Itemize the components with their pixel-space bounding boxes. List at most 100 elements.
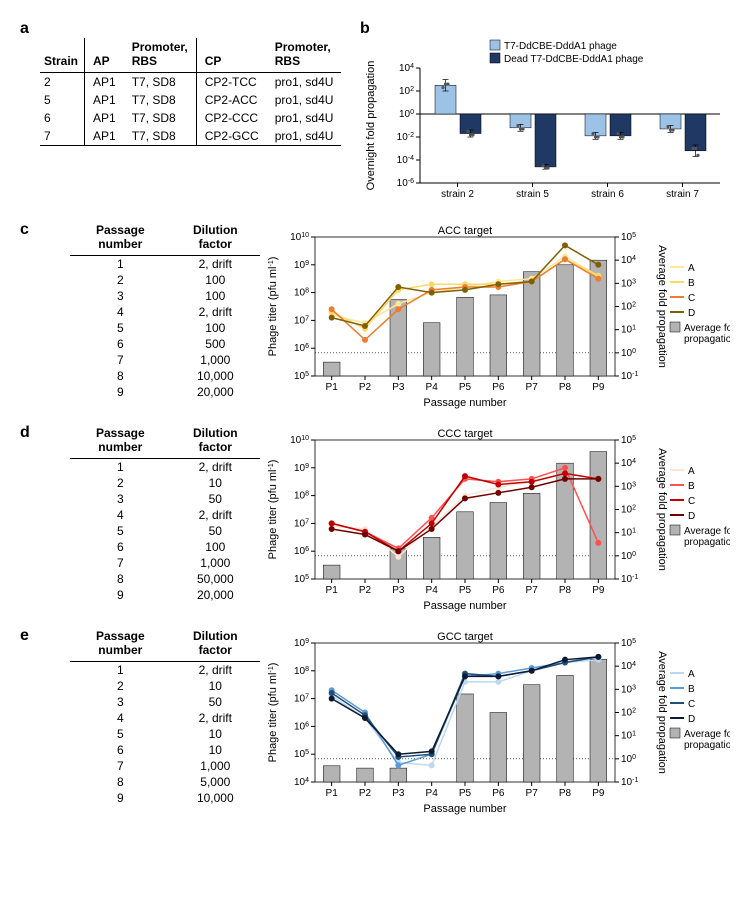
svg-text:A: A [688,466,695,477]
svg-text:100: 100 [621,753,636,765]
svg-text:102: 102 [621,707,636,719]
col-passage: Passage number [70,221,171,256]
svg-text:P5: P5 [459,382,472,393]
svg-text:1010: 1010 [290,232,309,244]
svg-text:108: 108 [294,287,309,299]
svg-text:100: 100 [621,347,636,359]
svg-text:P7: P7 [526,585,539,596]
svg-text:P1: P1 [326,382,339,393]
svg-text:103: 103 [621,481,636,493]
svg-text:107: 107 [294,518,309,530]
svg-text:A: A [688,263,695,274]
svg-text:104: 104 [621,458,636,470]
svg-text:P6: P6 [492,585,505,596]
svg-text:P8: P8 [559,585,572,596]
svg-text:107: 107 [294,315,309,327]
panel-a-label: a [20,20,360,38]
svg-text:C: C [688,496,695,507]
svg-text:D: D [688,511,695,522]
line-chart-c: ACC target105106107108109101010-11001011… [260,221,730,411]
svg-text:101: 101 [621,324,636,336]
svg-text:109: 109 [294,638,309,650]
svg-text:Overnight fold propagation: Overnight fold propagation [365,61,377,191]
svg-text:C: C [688,293,695,304]
svg-text:P4: P4 [426,585,439,596]
svg-text:105: 105 [621,232,636,244]
svg-text:103: 103 [621,684,636,696]
svg-text:propagation: propagation [684,334,730,345]
svg-text:104: 104 [621,661,636,673]
line-chart-e: GCC target10410510610710810910-110010110… [260,627,730,817]
panel-d-label: d [20,424,60,442]
svg-text:10-1: 10-1 [621,574,638,586]
svg-text:109: 109 [294,462,309,474]
svg-text:104: 104 [399,63,414,75]
svg-text:106: 106 [294,546,309,558]
svg-text:109: 109 [294,259,309,271]
svg-text:D: D [688,308,695,319]
svg-text:Phage titer (pfu ml-1): Phage titer (pfu ml-1) [267,460,279,560]
svg-text:P1: P1 [326,788,339,799]
svg-text:B: B [688,481,695,492]
svg-text:B: B [688,278,695,289]
svg-text:P3: P3 [392,382,405,393]
dilution-table-e: Passage numberDilution factor 12, drift2… [70,627,260,806]
dilution-table-c: Passage numberDilution factor 12, drift2… [70,221,260,400]
svg-text:Passage number: Passage number [423,600,506,612]
panel-c-label: c [20,221,60,239]
svg-text:P6: P6 [492,382,505,393]
bar-chart-b: T7-DdCBE-DddA1 phageDead T7-DdCBE-DddA1 … [360,38,730,208]
svg-text:propagation: propagation [684,537,730,548]
svg-text:108: 108 [294,665,309,677]
panel-e-label: e [20,627,60,645]
svg-text:102: 102 [399,86,414,98]
svg-text:105: 105 [621,435,636,447]
svg-text:101: 101 [621,527,636,539]
svg-text:C: C [688,699,695,710]
svg-text:B: B [688,684,695,695]
svg-text:104: 104 [621,255,636,266]
col-dilution: Dilution factor [171,627,260,662]
svg-text:strain 5: strain 5 [516,189,549,200]
svg-text:D: D [688,714,695,725]
svg-text:105: 105 [621,638,636,650]
strain-table: StrainAPPromoter,RBSCPPromoter,RBS 2AP1T… [40,38,341,146]
svg-text:106: 106 [294,721,309,733]
svg-text:P9: P9 [592,788,605,799]
panel-b-label: b [360,20,731,38]
svg-text:Phage titer (pfu ml-1): Phage titer (pfu ml-1) [267,663,279,763]
svg-text:P8: P8 [559,382,572,393]
svg-text:102: 102 [621,301,636,313]
svg-text:10-6: 10-6 [397,178,414,190]
svg-text:P9: P9 [592,585,605,596]
svg-text:Average fold: Average fold [684,729,730,740]
col-dilution: Dilution factor [171,424,260,459]
svg-text:10-2: 10-2 [397,132,414,144]
col-passage: Passage number [70,627,171,662]
svg-text:10-1: 10-1 [621,777,638,789]
svg-text:P6: P6 [492,788,505,799]
svg-text:105: 105 [294,749,309,761]
svg-text:strain 6: strain 6 [591,189,624,200]
svg-text:strain 2: strain 2 [441,189,474,200]
svg-text:P5: P5 [459,585,472,596]
svg-text:P2: P2 [359,788,372,799]
svg-text:P3: P3 [392,788,405,799]
svg-text:1010: 1010 [290,435,309,447]
svg-text:100: 100 [621,550,636,562]
svg-text:101: 101 [621,730,636,742]
svg-text:P2: P2 [359,382,372,393]
col-passage: Passage number [70,424,171,459]
svg-text:Passage number: Passage number [423,397,506,409]
svg-text:Average fold propagation: Average fold propagation [656,651,668,774]
svg-text:108: 108 [294,490,309,502]
svg-text:105: 105 [294,574,309,586]
svg-text:106: 106 [294,343,309,355]
svg-text:105: 105 [294,371,309,383]
svg-text:P7: P7 [526,788,539,799]
svg-text:102: 102 [621,504,636,516]
svg-text:104: 104 [294,777,309,789]
svg-text:strain 7: strain 7 [666,189,699,200]
svg-text:10-4: 10-4 [397,155,414,167]
svg-text:propagation: propagation [684,740,730,751]
